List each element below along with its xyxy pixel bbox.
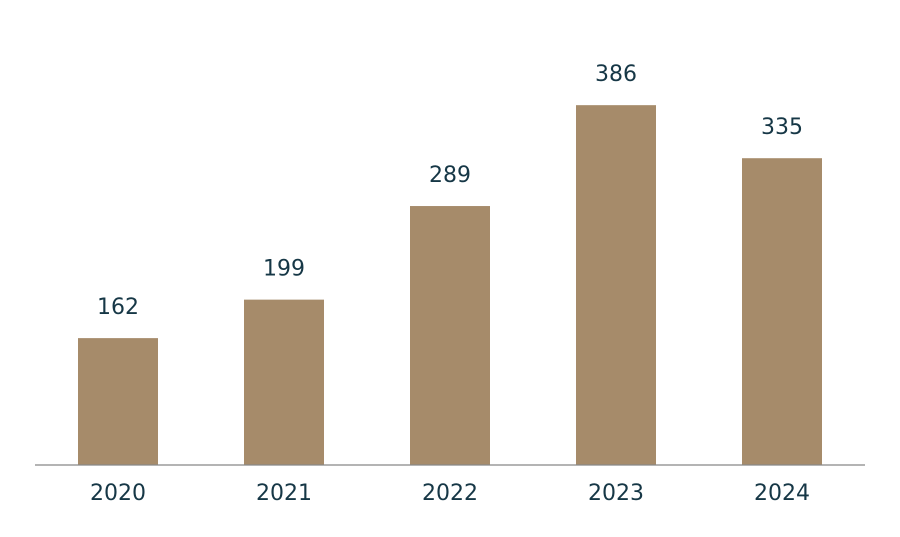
value-label: 386 [595, 62, 637, 87]
value-label: 289 [429, 163, 471, 188]
bar [742, 158, 822, 465]
bar [410, 206, 490, 466]
x-tick-label: 2022 [422, 481, 478, 506]
bar [78, 338, 158, 465]
bar [244, 299, 324, 465]
value-label: 162 [97, 295, 139, 320]
x-tick-label: 2020 [90, 481, 146, 506]
value-label: 335 [761, 115, 803, 140]
value-label: 199 [263, 257, 305, 282]
x-tick-label: 2024 [754, 481, 810, 506]
x-tick-label: 2023 [588, 481, 644, 506]
bar [576, 105, 656, 465]
x-tick-label: 2021 [256, 481, 312, 506]
